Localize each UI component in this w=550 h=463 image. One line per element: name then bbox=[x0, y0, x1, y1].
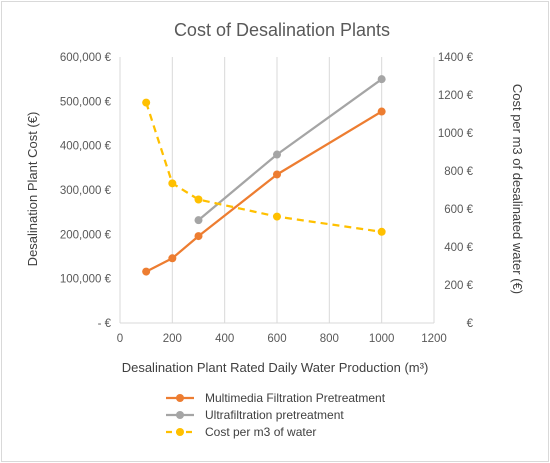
data-point bbox=[377, 75, 386, 84]
y2-tick-label: 1400 € bbox=[438, 52, 474, 64]
data-point bbox=[168, 179, 177, 188]
x-tick-label: 400 bbox=[215, 333, 234, 345]
y-tick-label: 400,000 € bbox=[60, 141, 112, 153]
y2-axis-ticks: €200 € 400 € 600 € 800 € 1000 € 1200 € 1400 € bbox=[438, 52, 474, 330]
y2-tick-label: 400 € bbox=[444, 242, 473, 254]
legend-swatch-marker bbox=[176, 411, 184, 419]
y-tick-label: - € bbox=[98, 318, 112, 330]
y2-tick-label: 800 € bbox=[444, 166, 473, 178]
legend-item: Cost per m3 of water bbox=[166, 425, 316, 439]
legend-label: Ultrafiltration pretreatment bbox=[205, 408, 344, 422]
data-point bbox=[194, 232, 203, 241]
data-point bbox=[273, 150, 281, 159]
x-tick-label: 600 bbox=[267, 333, 286, 345]
legend-label: Cost per m3 of water bbox=[205, 425, 316, 439]
data-point bbox=[377, 107, 386, 116]
x-axis-label: Desalination Plant Rated Daily Water Pro… bbox=[122, 360, 429, 375]
y-tick-label: 100,000 € bbox=[60, 274, 112, 286]
gridlines bbox=[119, 57, 435, 324]
y2-tick-label: 600 € bbox=[444, 204, 473, 216]
data-point bbox=[377, 227, 386, 236]
series-1 bbox=[142, 107, 386, 276]
data-point bbox=[142, 98, 151, 107]
series-line bbox=[197, 78, 383, 221]
y2-tick-label: 1000 € bbox=[438, 128, 474, 140]
legend-swatch-marker bbox=[176, 428, 184, 436]
y2-axis-label: Cost per m3 of desalinated water (€) bbox=[510, 84, 525, 294]
data-point bbox=[273, 212, 281, 221]
y2-tick-label: 200 € bbox=[444, 280, 473, 292]
legend-swatch-marker bbox=[176, 394, 184, 402]
legend-label: Multimedia Filtration Pretreatment bbox=[205, 391, 386, 405]
y-tick-label: 300,000 € bbox=[60, 185, 112, 197]
series-line bbox=[145, 102, 382, 233]
data-point bbox=[273, 170, 281, 179]
legend-item: Multimedia Filtration Pretreatment bbox=[166, 391, 386, 405]
series-3 bbox=[142, 98, 386, 236]
y2-tick-label: € bbox=[467, 318, 474, 330]
y-tick-label: 600,000 € bbox=[60, 52, 112, 64]
x-tick-label: 1200 bbox=[421, 333, 447, 345]
x-tick-label: 1000 bbox=[369, 333, 395, 345]
legend-item: Ultrafiltration pretreatment bbox=[166, 408, 344, 422]
series-layer bbox=[142, 75, 386, 276]
data-point bbox=[168, 254, 177, 263]
data-point bbox=[142, 267, 151, 276]
y2-tick-label: 1200 € bbox=[438, 90, 474, 102]
x-tick-label: 0 bbox=[117, 333, 123, 345]
x-tick-label: 200 bbox=[163, 333, 182, 345]
data-point bbox=[194, 216, 203, 225]
legend: Multimedia Filtration Pretreatment Ultraf… bbox=[166, 391, 386, 439]
x-tick-label: 800 bbox=[320, 333, 339, 345]
x-axis-ticks: 0 200 400 600 800 1000 1200 bbox=[117, 333, 447, 345]
y-tick-label: 200,000 € bbox=[60, 229, 112, 241]
data-point bbox=[194, 195, 203, 204]
series-2 bbox=[194, 75, 386, 225]
y-axis-label: Desalination Plant Cost (€) bbox=[25, 112, 40, 267]
chart-title: Cost of Desalination Plants bbox=[174, 20, 390, 40]
series-line bbox=[145, 110, 383, 273]
y-tick-label: 500,000 € bbox=[60, 96, 112, 108]
y-axis-ticks: - € 100,000 € 200,000 € 300,000 € 400,000 € 5… bbox=[60, 52, 112, 330]
